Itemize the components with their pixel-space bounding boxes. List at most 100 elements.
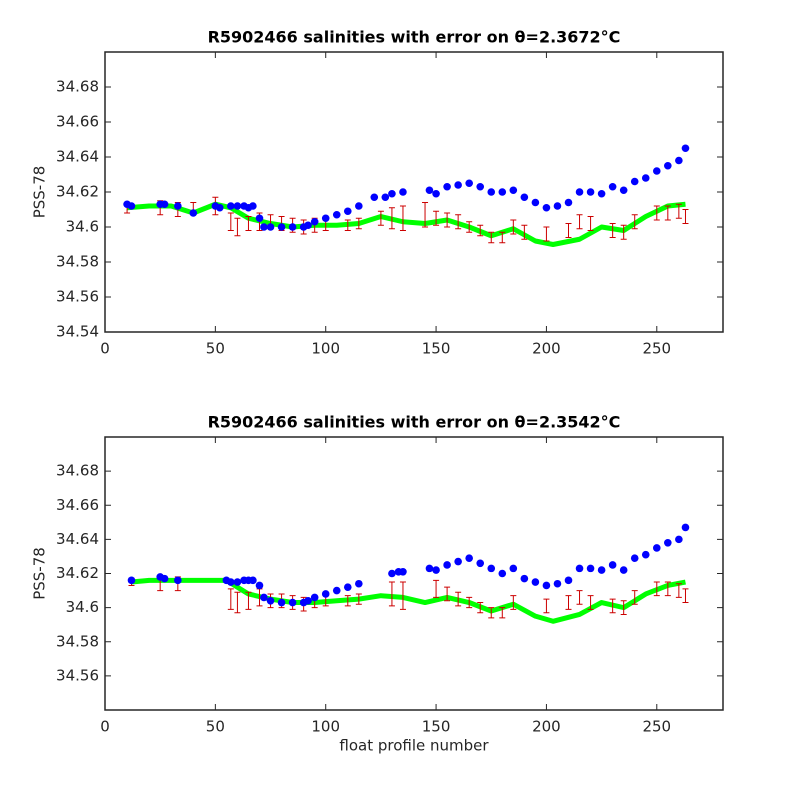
error-bar: [565, 595, 572, 610]
data-point: [127, 202, 136, 210]
data-point: [343, 207, 352, 216]
error-bar: [245, 591, 252, 610]
data-point: [127, 576, 136, 585]
data-point: [288, 598, 297, 607]
error-bar: [609, 223, 616, 238]
data-point: [266, 597, 275, 605]
data-point: [520, 193, 529, 202]
y-tick-label: 34.64: [56, 530, 99, 548]
data-point: [381, 193, 390, 202]
error-bar: [245, 216, 252, 231]
data-point: [553, 579, 562, 588]
error-bar: [466, 221, 473, 233]
x-tick-label: 0: [100, 340, 110, 358]
x-tick-label: 50: [206, 340, 225, 358]
y-tick-label: 34.64: [56, 148, 99, 166]
error-bar: [227, 588, 234, 610]
x-tick-label: 200: [532, 718, 561, 736]
error-bar: [477, 224, 484, 237]
data-point: [586, 564, 595, 573]
data-point: [487, 564, 496, 573]
data-point: [498, 569, 507, 578]
data-point: [321, 590, 330, 598]
error-bar: [587, 216, 594, 231]
data-point: [681, 144, 690, 153]
error-bar: [234, 591, 241, 614]
y-tick-label: 34.58: [56, 632, 99, 650]
data-point: [476, 559, 485, 568]
error-bar: [510, 595, 517, 610]
data-point: [215, 203, 224, 212]
data-point: [227, 202, 235, 210]
error-bar: [399, 581, 406, 610]
error-bar: [499, 607, 506, 619]
y-tick-label: 34.62: [56, 564, 99, 582]
x-tick-label: 100: [311, 340, 340, 358]
data-point: [509, 186, 518, 195]
data-point: [652, 167, 661, 175]
x-tick-label: 100: [311, 718, 340, 736]
error-bar: [682, 209, 689, 224]
error-bar: [653, 581, 660, 597]
data-point: [332, 586, 341, 595]
data-point: [432, 566, 440, 574]
plot-area: [105, 437, 723, 710]
data-point: [432, 189, 440, 198]
y-tick-label: 34.6: [66, 598, 99, 616]
data-point: [260, 593, 268, 602]
error-bar: [227, 212, 234, 231]
data-point: [619, 186, 628, 195]
data-point: [388, 569, 396, 578]
data-point: [174, 576, 182, 585]
data-point: [664, 538, 672, 547]
data-point: [277, 598, 286, 607]
error-bar: [565, 223, 572, 238]
y-tick-label: 34.56: [56, 288, 99, 306]
data-point: [652, 544, 661, 552]
data-point: [277, 223, 286, 231]
data-point: [586, 188, 595, 196]
data-point: [266, 223, 275, 231]
y-tick-label: 34.6: [66, 218, 99, 236]
error-bar: [488, 231, 495, 244]
data-point: [160, 200, 169, 209]
x-tick-label: 250: [642, 718, 671, 736]
x-tick-label: 250: [642, 340, 671, 358]
y-tick-label: 34.66: [56, 496, 99, 514]
data-point: [227, 578, 235, 586]
error-bar: [664, 205, 671, 221]
error-bar: [543, 226, 550, 242]
data-point: [487, 188, 496, 196]
data-point: [597, 566, 606, 574]
data-point: [249, 202, 257, 210]
data-point: [233, 578, 242, 586]
data-point: [675, 156, 683, 165]
axes-frame: [104, 436, 724, 711]
data-point: [454, 181, 462, 189]
error-bar: [653, 205, 660, 221]
x-tick-label: 50: [206, 718, 225, 736]
data-point: [310, 217, 319, 226]
y-tick-label: 34.56: [56, 666, 99, 684]
y-axis-label: PSS-78: [31, 166, 49, 219]
error-bar: [620, 600, 627, 615]
data-point: [542, 203, 551, 212]
data-point: [443, 182, 451, 191]
error-bar: [682, 588, 689, 604]
error-bar: [377, 210, 384, 226]
error-bar: [344, 595, 351, 607]
data-point: [531, 578, 540, 586]
x-tick-label: 0: [100, 718, 110, 736]
data-point: [399, 567, 407, 576]
error-bar: [388, 581, 395, 607]
error-bar: [543, 598, 550, 614]
error-bar: [675, 583, 682, 598]
error-bar: [422, 202, 429, 228]
subplot: R5902466 salinities with error on θ=2.35…: [31, 413, 724, 755]
data-point: [608, 182, 617, 191]
data-point: [399, 188, 407, 196]
data-point: [454, 557, 462, 566]
data-point: [189, 209, 198, 217]
x-tick-label: 200: [532, 340, 561, 358]
